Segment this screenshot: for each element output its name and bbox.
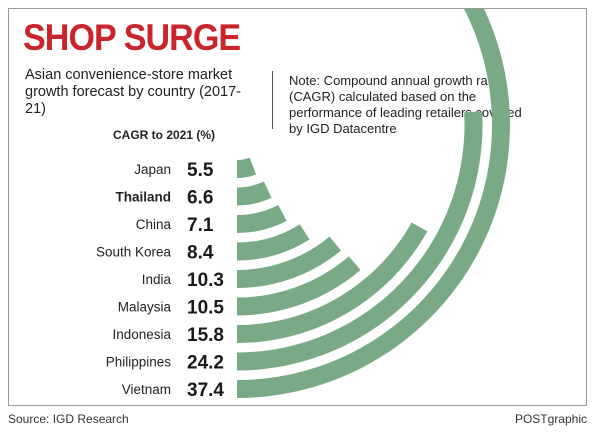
- value-label: 24.2: [187, 353, 224, 374]
- arc-bar-thailand: [237, 181, 272, 206]
- category-label: Malaysia: [118, 300, 172, 315]
- arc-bar-india: [237, 236, 342, 288]
- value-label: 10.3: [187, 270, 224, 291]
- category-label: Japan: [134, 162, 171, 177]
- value-label: 5.5: [187, 160, 214, 181]
- category-label: India: [142, 272, 172, 287]
- value-label: 10.5: [187, 298, 224, 319]
- chart-title: SHOP SURGE: [23, 17, 241, 58]
- arc-bar-vietnam: [237, 9, 510, 398]
- y-axis-label: CAGR to 2021 (%): [113, 128, 215, 142]
- value-label: 15.8: [187, 325, 224, 346]
- chart-panel: SHOP SURGE Asian convenience-store marke…: [8, 8, 587, 406]
- category-label: Thailand: [115, 190, 171, 205]
- arc-bar-south-korea: [237, 224, 310, 261]
- arc-bar-china: [237, 204, 287, 233]
- arc-bar-indonesia: [237, 222, 428, 343]
- chart-note: Note: Compound annual growth rate (CAGR)…: [289, 73, 522, 136]
- value-label: 8.4: [187, 243, 214, 264]
- category-label: Philippines: [106, 355, 172, 370]
- value-label: 37.4: [187, 380, 224, 401]
- category-label: South Korea: [96, 245, 172, 260]
- arc-bar-malaysia: [237, 256, 361, 316]
- category-label: Indonesia: [112, 327, 171, 342]
- category-label: China: [136, 217, 172, 232]
- credit-text: POSTgraphic: [514, 412, 587, 426]
- arc-bar-japan: [237, 157, 257, 178]
- value-label: 7.1: [187, 215, 214, 236]
- radial-bar-chart: CAGR to 2021 (%) Japan 5.5 Thailand 6.6 China…: [96, 9, 510, 401]
- source-text: Source: IGD Research: [8, 412, 129, 426]
- divider: [272, 71, 273, 129]
- category-label: Vietnam: [122, 382, 171, 397]
- arc-bar-philippines: [237, 111, 483, 371]
- chart-subtitle: Asian convenience-store market growth fo…: [25, 67, 241, 117]
- value-label: 6.6: [187, 188, 213, 209]
